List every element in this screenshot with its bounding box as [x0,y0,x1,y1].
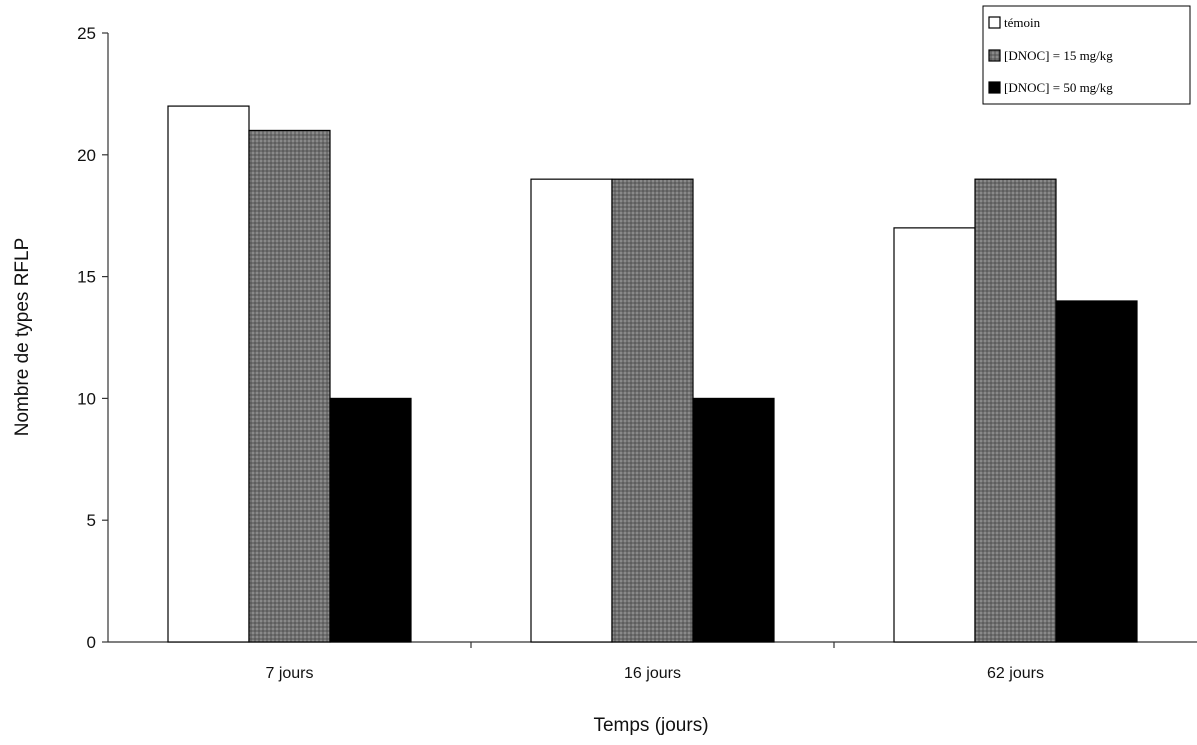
legend-swatch [988,16,1001,29]
x-tick-label: 62 jours [987,665,1044,682]
y-tick-label: 15 [77,268,96,287]
legend-label: [DNOC] = 15 mg/kg [1004,48,1113,63]
y-tick-label: 25 [77,24,96,43]
bar-3-1 [329,397,412,643]
x-tick-label: 16 jours [624,665,681,682]
bar-1-1 [167,105,250,643]
plot-area: 0 5 10 15 20 25 7 jours 16 jours 62 jours [77,24,1197,682]
y-tick-label: 10 [77,389,96,408]
legend-label: [DNOC] = 50 mg/kg [1004,80,1113,95]
bar-3-2 [692,397,775,643]
legend-swatch [988,81,1001,94]
legend-swatch [988,49,1001,62]
bar-2-3 [974,178,1057,643]
x-tick-label: 7 jours [265,665,313,682]
y-tick-label: 5 [87,511,96,530]
y-axis-label: Nombre de types RFLP [12,238,33,437]
legend: témoin [DNOC] = 15 mg/kg [DNOC] = 50 mg/kg [982,5,1191,105]
bar-2-1 [248,129,331,643]
bar-3-3 [1055,300,1138,643]
bar-1-3 [893,227,976,643]
y-tick-label: 0 [87,633,96,652]
x-axis-label: Temps (jours) [593,715,708,736]
bar-2-2 [611,178,694,643]
bar-1-2 [530,178,613,643]
legend-box [982,5,1191,105]
y-tick-label: 20 [77,146,96,165]
legend-label: témoin [1004,15,1041,30]
